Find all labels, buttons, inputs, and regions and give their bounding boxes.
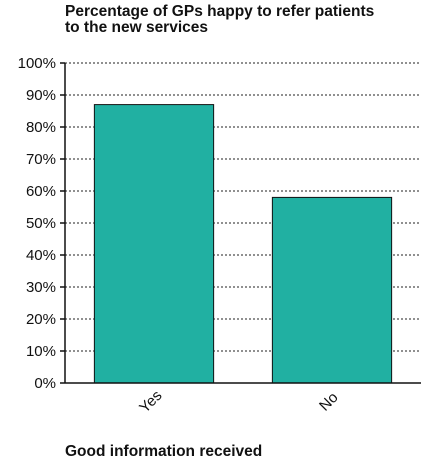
chart-title: Percentage of GPs happy to refer patient… [65, 4, 421, 36]
x-category-label: Yes [136, 387, 165, 416]
y-tick-label: 60% [26, 183, 56, 200]
y-tick-label: 100% [18, 55, 56, 72]
y-tick-label: 50% [26, 215, 56, 232]
y-tick-label: 40% [26, 247, 56, 264]
bar-no [271, 196, 393, 384]
y-tick-label: 10% [26, 343, 56, 360]
x-category-label: No [316, 389, 342, 415]
y-tick-label: 0% [34, 375, 56, 392]
bar-chart: 0% 10% 20% 30% 40% 50% 60% 70% 80% 90% 100% Yes No [18, 55, 421, 416]
chart-title-line-1: Percentage of GPs happy to refer patient… [65, 3, 375, 20]
footer-label: Good information received [65, 443, 263, 460]
y-tick-label: 80% [26, 119, 56, 136]
y-tick-label: 70% [26, 151, 56, 168]
y-tick-label: 20% [26, 311, 56, 328]
y-tick-label: 30% [26, 279, 56, 296]
y-axis-tick-labels: 0% 10% 20% 30% 40% 50% 60% 70% 80% 90% 100% [18, 55, 65, 392]
x-axis-category-labels: Yes No [136, 387, 341, 416]
bars [93, 104, 393, 384]
y-tick-label: 90% [26, 87, 56, 104]
bar-yes [93, 104, 215, 384]
chart-title-line-2: to the new services [65, 19, 209, 36]
